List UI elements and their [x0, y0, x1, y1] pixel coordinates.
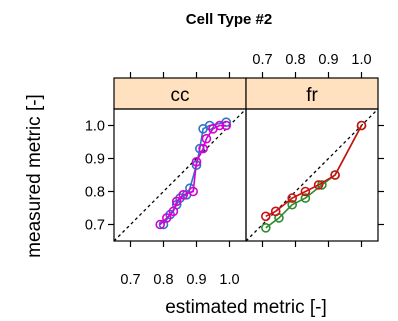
data-point [198, 143, 208, 154]
plot-area-fr [245, 108, 379, 242]
data-point [270, 206, 281, 217]
top-x-axis: 0.7 0.8 0.9 1.0 [129, 52, 372, 78]
bottom-x-tick-label: 1.0 [219, 272, 239, 288]
top-x-tick-label: 1.0 [351, 52, 371, 68]
data-point [287, 193, 298, 203]
left-y-tick-label: 0.8 [85, 185, 105, 201]
strip-fr [245, 77, 379, 110]
data-point [162, 213, 172, 223]
reference-line [113, 108, 247, 242]
panel-fr: fr [245, 77, 379, 242]
plot-area-cc [113, 108, 247, 242]
data-point [330, 170, 340, 180]
strip-label-cc: cc [171, 85, 190, 106]
data-point [178, 190, 189, 200]
data-point [221, 120, 231, 131]
data-point [191, 157, 202, 167]
data-point [313, 180, 324, 190]
series-line [265, 125, 363, 218]
y-axis-title: measured metric [-] [24, 94, 45, 258]
data-point [188, 186, 198, 197]
bottom-x-tick-label: 0.7 [120, 272, 140, 288]
strip-label-fr: fr [306, 85, 318, 106]
left-y-axis: 0.7 0.8 0.9 1.0 [85, 119, 384, 234]
data-point [287, 199, 298, 210]
bottom-x-tick-label: 0.8 [153, 272, 173, 288]
left-y-tick-label: 0.9 [85, 152, 105, 168]
data-point [214, 120, 225, 131]
data-point [356, 120, 367, 131]
data-point [155, 219, 165, 230]
series-line [159, 124, 227, 226]
panel-cc: cc [113, 77, 247, 242]
data-point [168, 206, 179, 217]
data-point [260, 211, 271, 222]
data-point [300, 186, 311, 197]
top-x-tick-label: 0.7 [252, 52, 272, 68]
top-x-tick-label: 0.8 [285, 52, 305, 68]
left-y-tick-label: 1.0 [85, 119, 105, 135]
data-point [300, 193, 311, 203]
bottom-x-tick-label: 0.9 [186, 272, 206, 288]
top-x-tick-label: 0.9 [318, 52, 338, 68]
bottom-x-axis: 0.7 0.8 0.9 1.0 [120, 241, 363, 288]
data-point [260, 223, 271, 233]
x-axis-title: estimated metric [-] [165, 297, 327, 318]
chart-title: Cell Type #2 [186, 11, 272, 28]
left-y-tick-label: 0.7 [85, 218, 105, 234]
data-point [201, 133, 212, 144]
data-point [171, 196, 182, 207]
frame-fr [245, 108, 379, 242]
